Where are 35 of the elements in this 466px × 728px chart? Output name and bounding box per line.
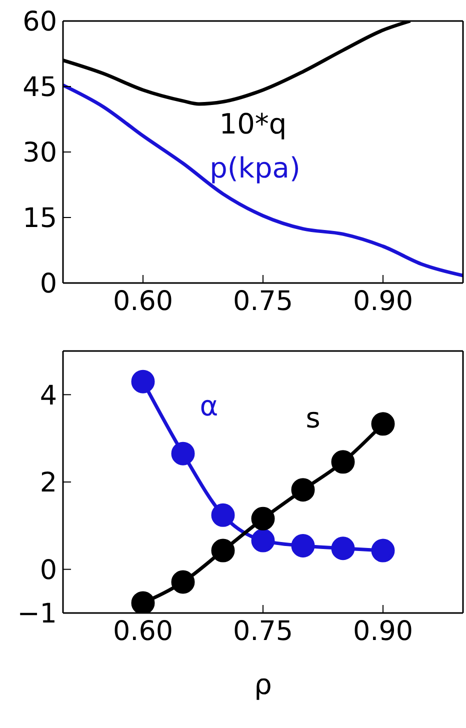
point	[211, 538, 235, 562]
series-label: p(kpa)	[210, 152, 300, 185]
point	[331, 536, 355, 560]
x-tick-label: 0.75	[232, 616, 294, 648]
x-tick-label: 0.90	[352, 286, 414, 318]
x-tick-label: 0.60	[112, 616, 174, 648]
x-tick-label: 0.60	[112, 286, 174, 318]
point	[171, 442, 195, 466]
point	[171, 570, 195, 594]
y-tick-label: 2	[40, 468, 57, 499]
point	[131, 370, 155, 394]
y-tick-label: 30	[22, 138, 57, 169]
y-tick-label: 4	[40, 380, 57, 412]
point	[371, 538, 395, 562]
line-series	[63, 83, 463, 278]
point	[291, 478, 315, 502]
y-tick-label: 60	[22, 6, 57, 38]
point	[331, 450, 355, 474]
point	[251, 528, 275, 552]
point	[131, 591, 155, 613]
y-tick-label: −1	[17, 598, 57, 630]
series-label: s	[306, 402, 320, 435]
x-tick-label: 0.75	[232, 286, 294, 318]
point	[251, 506, 275, 530]
x-tick-label: 0.90	[352, 616, 414, 648]
point	[211, 503, 235, 527]
y-tick-label: 0	[40, 268, 57, 300]
series-label: α	[200, 389, 218, 422]
y-tick-label: 15	[22, 203, 57, 234]
x-axis-title: ρ	[254, 668, 272, 701]
series-label: 10*q	[219, 107, 287, 140]
y-tick-label: 0	[40, 554, 57, 586]
point	[371, 412, 395, 436]
y-tick-label: 45	[22, 72, 57, 104]
point	[291, 534, 315, 558]
